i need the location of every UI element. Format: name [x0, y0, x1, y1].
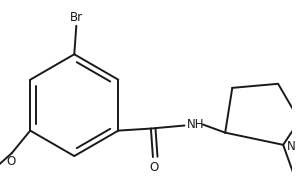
- Text: O: O: [6, 155, 15, 168]
- Text: NH: NH: [187, 118, 204, 131]
- Text: Br: Br: [70, 11, 83, 24]
- Text: N: N: [287, 140, 296, 153]
- Text: O: O: [149, 161, 159, 174]
